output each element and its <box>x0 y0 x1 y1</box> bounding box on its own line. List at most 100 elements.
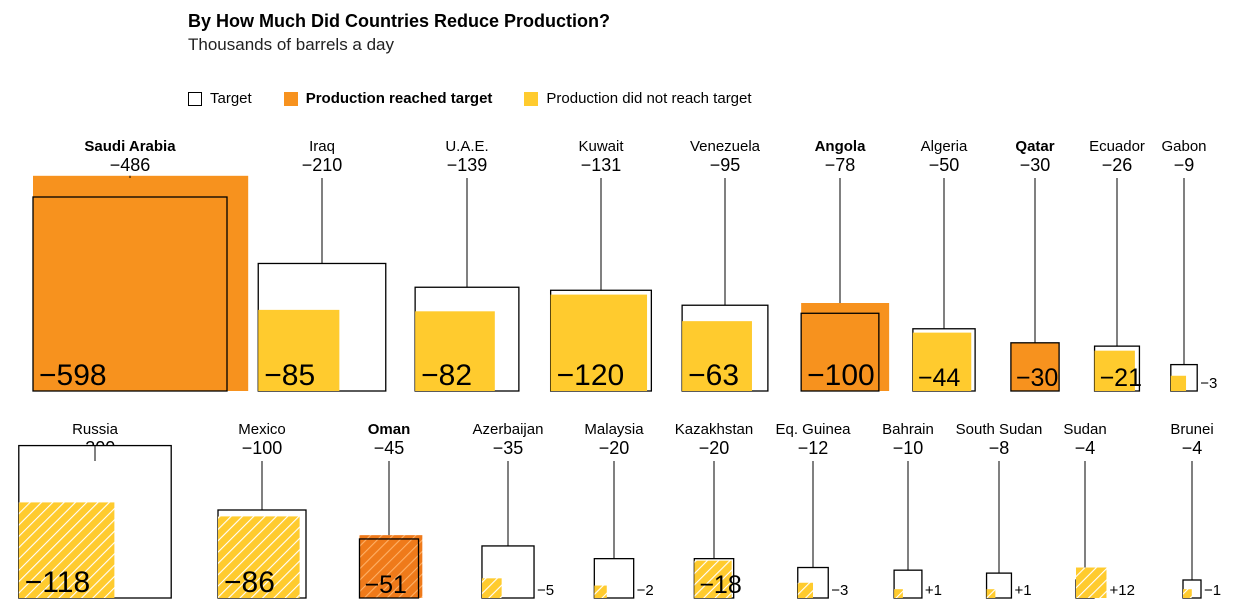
chart-title: By How Much Did Countries Reduce Product… <box>188 11 611 31</box>
actual-label-algeria: −44 <box>918 364 961 392</box>
target-label-saudi-arabia: −486 <box>110 155 151 175</box>
actual-square-sudan <box>1076 567 1107 598</box>
actual-label-iraq: −85 <box>264 359 315 392</box>
legend-label-not-reached: Production did not reach target <box>546 90 752 107</box>
actual-label-venezuela: −63 <box>688 359 739 392</box>
actual-square-iraq <box>258 309 340 391</box>
chart-subtitle: Thousands of barrels a day <box>188 35 395 54</box>
country-label-eq-guinea: Eq. Guinea <box>775 421 851 438</box>
actual-square-eq-guinea <box>797 582 813 598</box>
legend-item-target: Target <box>188 90 252 107</box>
actual-square-south-sudan <box>986 589 996 598</box>
target-label-gabon: −9 <box>1174 155 1195 175</box>
actual-square-kuwait <box>550 294 648 391</box>
target-label-brunei: −4 <box>1182 438 1203 458</box>
actual-label-qatar: −30 <box>1016 364 1058 392</box>
target-label-oman: −45 <box>374 438 405 458</box>
legend-swatch-target <box>188 91 202 106</box>
country-label-algeria: Algeria <box>921 138 968 155</box>
country-label-malaysia: Malaysia <box>584 421 644 438</box>
actual-square-ecuador <box>1094 350 1135 391</box>
actual-square-algeria <box>912 332 972 391</box>
actual-label-sudan: +12 <box>1109 582 1134 599</box>
actual-label-malaysia: −2 <box>637 582 654 599</box>
country-label-sudan: Sudan <box>1063 421 1106 438</box>
target-label-iraq: −210 <box>302 155 343 175</box>
actual-square-venezuela <box>682 321 752 391</box>
country-label-venezuela: Venezuela <box>690 138 761 155</box>
target-label-kuwait: −131 <box>581 155 622 175</box>
legend-item-not-reached: Production did not reach target <box>524 90 752 107</box>
actual-label-gabon: −3 <box>1200 375 1217 392</box>
country-label-angola: Angola <box>815 138 866 155</box>
target-label-u-a-e: −139 <box>447 155 488 175</box>
country-label-russia: Russia <box>72 421 119 438</box>
actual-label-brunei: −1 <box>1204 582 1221 599</box>
actual-square-u-a-e <box>415 311 495 391</box>
country-label-azerbaijan: Azerbaijan <box>473 421 544 438</box>
target-square-saudi-arabia <box>32 196 228 392</box>
country-label-qatar: Qatar <box>1015 138 1054 155</box>
actual-square-bahrain <box>894 589 903 598</box>
country-label-saudi-arabia: Saudi Arabia <box>84 138 176 155</box>
actual-square-malaysia <box>594 585 607 598</box>
target-label-malaysia: −20 <box>599 438 630 458</box>
target-label-bahrain: −10 <box>893 438 924 458</box>
actual-square-qatar <box>1010 342 1060 391</box>
actual-label-oman: −51 <box>364 571 406 599</box>
legend-swatch-not-reached <box>524 91 539 106</box>
actual-square-gabon <box>1170 375 1187 391</box>
actual-square-mexico <box>218 516 300 598</box>
actual-label-kazakhstan: −18 <box>699 571 741 599</box>
legend-label-reached: Production reached target <box>305 90 493 107</box>
target-label-south-sudan: −8 <box>989 438 1010 458</box>
target-label-qatar: −30 <box>1020 155 1051 175</box>
target-square-angola <box>800 312 880 392</box>
actual-label-russia: −118 <box>25 566 90 599</box>
actual-label-ecuador: −21 <box>1100 364 1142 392</box>
target-label-azerbaijan: −35 <box>493 438 524 458</box>
legend-item-reached: Production reached target <box>283 90 493 107</box>
actual-label-south-sudan: +1 <box>1014 582 1031 599</box>
country-label-oman: Oman <box>368 421 411 438</box>
country-label-gabon: Gabon <box>1161 138 1206 155</box>
target-label-angola: −78 <box>825 155 856 175</box>
country-label-ecuador: Ecuador <box>1089 138 1145 155</box>
actual-label-saudi-arabia: −598 <box>39 359 107 392</box>
country-label-kazakhstan: Kazakhstan <box>675 421 753 438</box>
country-label-bahrain: Bahrain <box>882 421 934 438</box>
country-label-south-sudan: South Sudan <box>956 421 1043 438</box>
actual-label-u-a-e: −82 <box>421 359 472 392</box>
legend: Target Production reached target Product… <box>188 90 784 107</box>
actual-square-russia <box>18 502 115 598</box>
actual-square-oman <box>359 535 423 598</box>
target-label-ecuador: −26 <box>1102 155 1133 175</box>
country-label-iraq: Iraq <box>309 138 335 155</box>
country-label-kuwait: Kuwait <box>578 138 624 155</box>
actual-square-azerbaijan <box>481 578 502 598</box>
actual-label-angola: −100 <box>807 359 875 392</box>
actual-label-bahrain: +1 <box>925 582 942 599</box>
actual-square-brunei <box>1183 589 1192 598</box>
target-label-mexico: −100 <box>242 438 283 458</box>
actual-label-kuwait: −120 <box>557 359 625 392</box>
target-label-kazakhstan: −20 <box>699 438 730 458</box>
actual-label-eq-guinea: −3 <box>831 582 848 599</box>
target-label-eq-guinea: −12 <box>798 438 829 458</box>
actual-square-saudi-arabia <box>33 175 249 391</box>
actual-label-azerbaijan: −5 <box>537 582 554 599</box>
actual-label-mexico: −86 <box>224 566 275 599</box>
actual-square-angola <box>801 303 890 391</box>
legend-swatch-reached <box>283 91 298 106</box>
target-square-oman <box>358 538 420 599</box>
actual-square-kazakhstan <box>694 560 732 598</box>
country-label-brunei: Brunei <box>1170 421 1213 438</box>
country-label-mexico: Mexico <box>238 421 286 438</box>
country-label-u-a-e: U.A.E. <box>445 138 488 155</box>
target-label-algeria: −50 <box>929 155 960 175</box>
target-label-venezuela: −95 <box>710 155 741 175</box>
target-label-sudan: −4 <box>1075 438 1096 458</box>
marks: Saudi Arabia−486−598Iraq−210−85U.A.E.−13… <box>18 138 1221 599</box>
legend-label-target: Target <box>210 90 252 107</box>
